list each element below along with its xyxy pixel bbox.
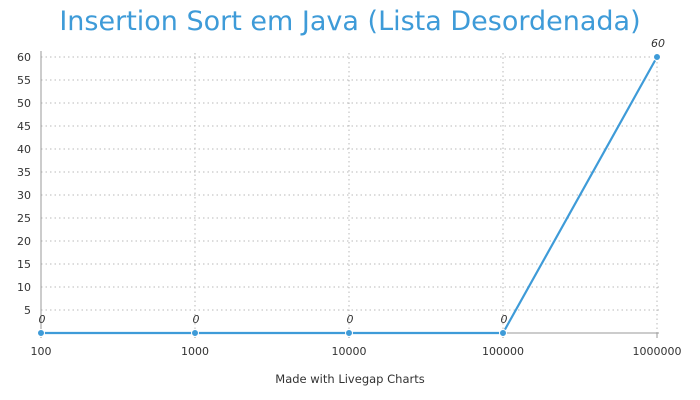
y-tick-label: 10 (17, 281, 31, 294)
data-label: 0 (39, 313, 46, 326)
y-tick-label: 25 (17, 212, 31, 225)
data-point (653, 53, 661, 61)
y-tick-label: 30 (17, 189, 31, 202)
y-tick-label: 60 (17, 51, 31, 64)
y-tick-label: 50 (17, 97, 31, 110)
y-tick-label: 35 (17, 166, 31, 179)
data-label: 0 (501, 313, 508, 326)
x-tick-label: 10000 (332, 345, 367, 358)
y-tick-label: 5 (24, 304, 31, 317)
data-point (499, 329, 507, 337)
data-label: 0 (193, 313, 200, 326)
y-tick-label: 15 (17, 258, 31, 271)
y-tick-label: 40 (17, 143, 31, 156)
data-label: 0 (347, 313, 354, 326)
x-tick-label: 100 (31, 345, 52, 358)
y-tick-label: 45 (17, 120, 31, 133)
footer-credit: Made with Livegap Charts (275, 372, 425, 386)
x-tick-label: 1000 (181, 345, 209, 358)
data-point (345, 329, 353, 337)
data-point (37, 329, 45, 337)
x-tick-label: 100000 (482, 345, 524, 358)
data-point (191, 329, 199, 337)
x-tick-label: 1000000 (633, 345, 682, 358)
y-tick-label: 20 (17, 235, 31, 248)
chart-title: Insertion Sort em Java (Lista Desordenad… (59, 6, 641, 37)
y-tick-label: 55 (17, 74, 31, 87)
data-label: 60 (651, 37, 665, 50)
